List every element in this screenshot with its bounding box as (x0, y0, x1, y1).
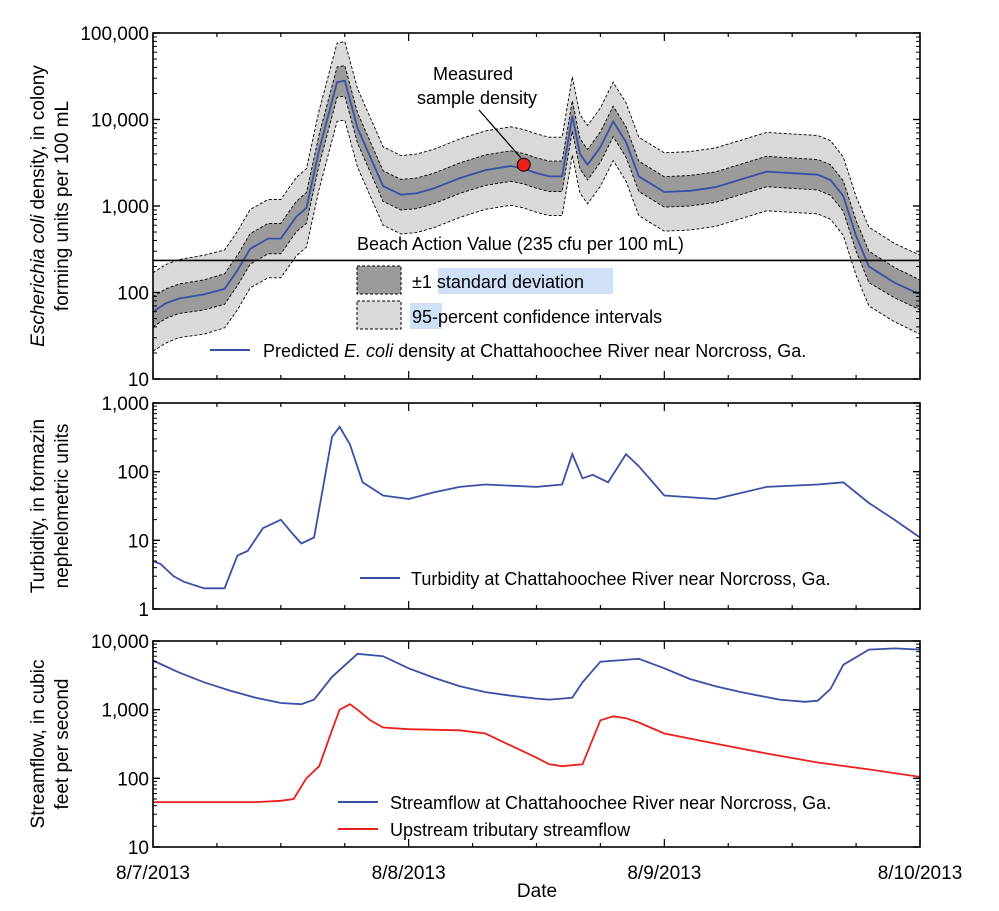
svg-text:Escherichia coli density, in c: Escherichia coli density, in colony (28, 65, 49, 347)
legend-sd-highlight (438, 268, 613, 294)
ecoli-tick-label: 1,000 (101, 197, 149, 218)
legend-predicted-suffix: density at Chattahoochee River near Norc… (393, 341, 806, 361)
turbidity-line (152, 425, 921, 590)
beach-action-value-label: Beach Action Value (235 cfu per 100 mL) (357, 234, 684, 254)
streamflow-panel: 10 100 1,000 10,000 Streamflow, in cubic fe… (28, 632, 921, 859)
legend-ci-prefix: 95- (412, 307, 438, 327)
x-axis: 8/7/2013 8/8/2013 8/9/2013 8/10/2013 (116, 863, 962, 884)
turbidity-tick-label: 100 (117, 463, 149, 484)
ecoli-y-ticks: 10 100 1,000 10,000 100,000 (80, 24, 921, 391)
legend-sd-swatch (356, 265, 402, 295)
legend-tributary-label: Upstream tributary streamflow (390, 820, 631, 840)
streamflow-norcross-line (152, 647, 921, 706)
annotation-measured: Measured (433, 64, 513, 84)
streamflow-ylabel-line2: feet per second (52, 679, 73, 810)
streamflow-y-axis-title: Streamflow, in cubic feet per second (28, 660, 73, 829)
ecoli-tick-label: 100,000 (80, 24, 149, 45)
ecoli-y-axis-title: Escherichia coli density, in colony form… (28, 65, 73, 347)
ecoli-panel: 10 100 1,000 10,000 100,000 Escherichia coli… (28, 24, 921, 391)
turbidity-ylabel-line1: Turbidity, in formazin (28, 419, 49, 593)
legend-predicted-italic: E. coli (344, 341, 394, 361)
annotation-leader-line (478, 109, 522, 159)
ecoli-legend: ±1 standard deviation 95-percent confide… (210, 265, 806, 361)
x-tick-label: 8/10/2013 (878, 863, 963, 884)
legend-ci-swatch (356, 300, 402, 330)
ecoli-tick-label: 10 (128, 370, 149, 391)
streamflow-tick-label: 1,000 (101, 701, 149, 722)
svg-text:Predicted E. coli density at C: Predicted E. coli density at Chattahooch… (263, 341, 806, 361)
svg-text:±1 standard deviation: ±1 standard deviation (412, 272, 584, 292)
sd-lower-line (152, 95, 921, 328)
streamflow-ylabel-line1: Streamflow, in cubic (28, 660, 49, 829)
streamflow-tick-label: 100 (117, 769, 149, 790)
x-tick-label: 8/8/2013 (372, 863, 446, 884)
legend-turbidity-label: Turbidity at Chattahoochee River near No… (411, 569, 831, 589)
measured-sample-point (516, 157, 531, 172)
ecoli-plot-area (152, 41, 921, 352)
upstream-tributary-line (153, 703, 921, 803)
ecoli-ylabel-rest: density, in colony (28, 65, 49, 215)
ci95-band (153, 41, 920, 352)
sd-band (153, 65, 920, 327)
ecoli-tick-label: 10,000 (91, 111, 149, 132)
streamflow-plot-frame (152, 640, 921, 848)
x-tick-label: 8/9/2013 (627, 863, 701, 884)
turbidity-panel: 1 10 100 1,000 Turbidity, in formazin nephe… (28, 394, 921, 621)
turbidity-tick-label: 1,000 (101, 394, 149, 415)
annotation-sample-density: sample density (417, 88, 537, 108)
legend-sd-label: standard deviation (437, 272, 584, 292)
streamflow-y-ticks: 10 100 1,000 10,000 (91, 632, 921, 859)
turbidity-y-axis-title: Turbidity, in formazin nephelometric uni… (28, 419, 73, 593)
svg-text:95-percent confidence interval: 95-percent confidence intervals (412, 307, 662, 327)
turbidity-tick-label: 10 (128, 531, 149, 552)
ecoli-ylabel-line2: forming units per 100 mL (52, 101, 73, 311)
turbidity-y-ticks: 1 10 100 1,000 (101, 394, 921, 621)
legend-sd-prefix: ±1 (412, 272, 437, 292)
streamflow-tick-label: 10,000 (91, 632, 149, 653)
ci95-lower-line (152, 119, 921, 352)
turbidity-ylabel-line2: nephelometric units (52, 424, 73, 589)
ecoli-ylabel-italic: Escherichia coli (28, 214, 49, 347)
turbidity-plot-area (152, 425, 921, 590)
legend-predicted-prefix: Predicted (263, 341, 344, 361)
legend-ci-highlight (410, 303, 442, 329)
x-tick-label: 8/7/2013 (116, 863, 190, 884)
legend-ci-label: percent confidence intervals (438, 307, 662, 327)
streamflow-tick-label: 10 (128, 838, 149, 859)
ecoli-tick-label: 100 (117, 284, 149, 305)
x-axis-title: Date (517, 881, 557, 902)
legend-streamflow-label: Streamflow at Chattahoochee River near N… (390, 793, 831, 813)
streamflow-plot-area (152, 647, 921, 803)
turbidity-tick-label: 1 (138, 600, 149, 621)
ci95-upper-line (152, 41, 921, 273)
sd-upper-line (152, 65, 921, 297)
